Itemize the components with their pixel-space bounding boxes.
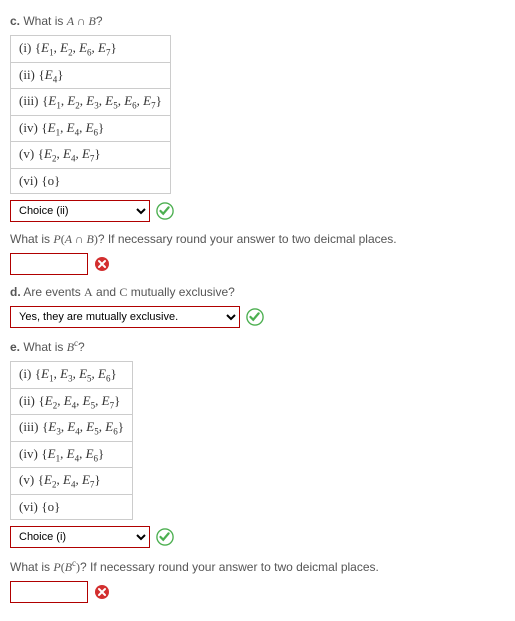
- option-cell: (ii) {E4}: [11, 62, 171, 89]
- option-cell: (v) {E2, E4, E7}: [11, 468, 133, 495]
- part-e-options-table: (i) {E1, E3, E5, E6}(ii) {E2, E4, E5, E7…: [10, 361, 133, 520]
- check-icon: [156, 528, 174, 546]
- part-c-prob-input[interactable]: [10, 253, 88, 275]
- part-c-label: c.: [10, 14, 20, 28]
- part-e-prob-question: What is P(Bc)? If necessary round your a…: [10, 558, 505, 575]
- part-c-q-math: A ∩ B: [67, 14, 96, 28]
- part-c-q-pre: What is: [23, 14, 66, 28]
- x-icon: [94, 256, 110, 272]
- option-cell: (i) {E1, E3, E5, E6}: [11, 361, 133, 388]
- part-d-question: d. Are events A and C mutually exclusive…: [10, 285, 505, 300]
- part-d-choice-select[interactable]: Yes, they are mutually exclusive.: [10, 306, 240, 328]
- option-cell: (i) {E1, E2, E6, E7}: [11, 36, 171, 63]
- option-cell: (iv) {E1, E4, E6}: [11, 441, 133, 468]
- part-c-choice-row: Choice (ii): [10, 200, 505, 222]
- part-e-label: e.: [10, 340, 20, 354]
- option-cell: (iii) {E1, E2, E3, E5, E6, E7}: [11, 89, 171, 116]
- part-e-prob-input-row: [10, 581, 505, 603]
- part-e-prob-input[interactable]: [10, 581, 88, 603]
- option-cell: (ii) {E2, E4, E5, E7}: [11, 388, 133, 415]
- part-c-prob-question: What is P(A ∩ B)? If necessary round you…: [10, 232, 505, 247]
- option-cell: (v) {E2, E4, E7}: [11, 142, 171, 169]
- part-d-label: d.: [10, 285, 21, 299]
- part-e-choice-row: Choice (i): [10, 526, 505, 548]
- option-cell: (vi) {o}: [11, 168, 171, 193]
- part-c-q-post: ?: [96, 14, 103, 28]
- option-cell: (iv) {E1, E4, E6}: [11, 115, 171, 142]
- option-cell: (vi) {o}: [11, 494, 133, 519]
- part-e-question: e. What is Bc?: [10, 338, 505, 355]
- check-icon: [246, 308, 264, 326]
- x-icon: [94, 584, 110, 600]
- part-c-options-table: (i) {E1, E2, E6, E7}(ii) {E4}(iii) {E1, …: [10, 35, 171, 194]
- part-e-choice-select[interactable]: Choice (i): [10, 526, 150, 548]
- part-c-question: c. What is A ∩ B?: [10, 14, 505, 29]
- part-c-prob-input-row: [10, 253, 505, 275]
- part-c-choice-select[interactable]: Choice (ii): [10, 200, 150, 222]
- part-d-choice-row: Yes, they are mutually exclusive.: [10, 306, 505, 328]
- option-cell: (iii) {E3, E4, E5, E6}: [11, 415, 133, 442]
- check-icon: [156, 202, 174, 220]
